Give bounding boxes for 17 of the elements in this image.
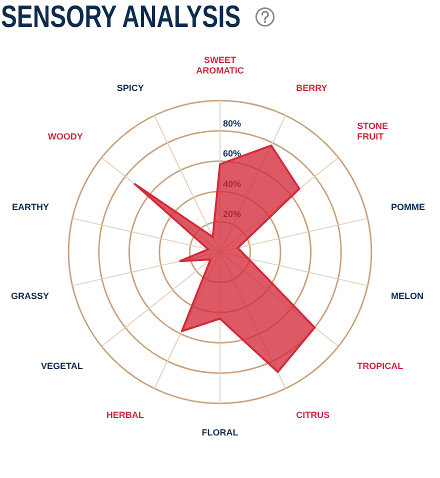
spoke-label: FLORAL <box>202 427 239 438</box>
spoke-label: POMME <box>391 202 426 212</box>
spoke-label: BERRY <box>296 83 328 94</box>
spoke-label: SWEET AROMATIC <box>196 54 244 76</box>
spoke-label: CITRUS <box>296 410 330 420</box>
spoke-label: WOODY <box>48 132 83 142</box>
y-tick-label: 80% <box>223 118 242 128</box>
spoke-label: EARTHY <box>12 202 49 212</box>
spoke-label: HERBAL <box>106 410 144 420</box>
spoke-label: VEGETAL <box>41 361 84 372</box>
spoke-label: TROPICAL <box>357 361 404 372</box>
spoke-label: GRASSY <box>10 290 49 301</box>
spoke-label: STONE FRUIT <box>357 120 388 142</box>
chart-title: SENSORY ANALYSIS <box>1 0 241 34</box>
spoke-label: SPICY <box>116 83 144 94</box>
spoke-label: MELON <box>391 290 424 301</box>
y-tick-label: 60% <box>223 148 242 159</box>
